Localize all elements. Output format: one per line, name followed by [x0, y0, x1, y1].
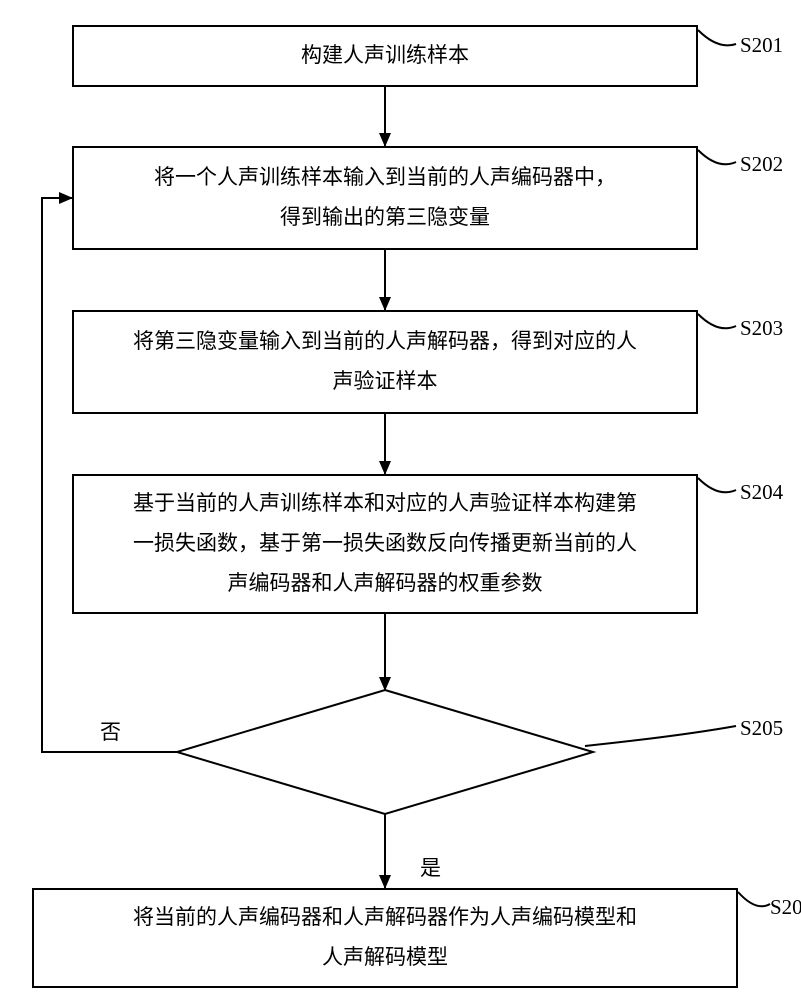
bracket-s205 [585, 726, 736, 746]
bracket-s206 [738, 892, 770, 906]
edge-e5-no [42, 198, 177, 752]
flowchart-canvas: 构建人声训练样本 S201 将一个人声训练样本输入到当前的人声编码器中，得到输出… [0, 0, 801, 1000]
decision-s205-shape [177, 690, 593, 814]
bracket-s201 [698, 30, 736, 45]
bracket-s202 [698, 150, 736, 164]
bracket-s203 [698, 314, 736, 328]
flowchart-svg [0, 0, 801, 1000]
bracket-s204 [698, 478, 736, 492]
